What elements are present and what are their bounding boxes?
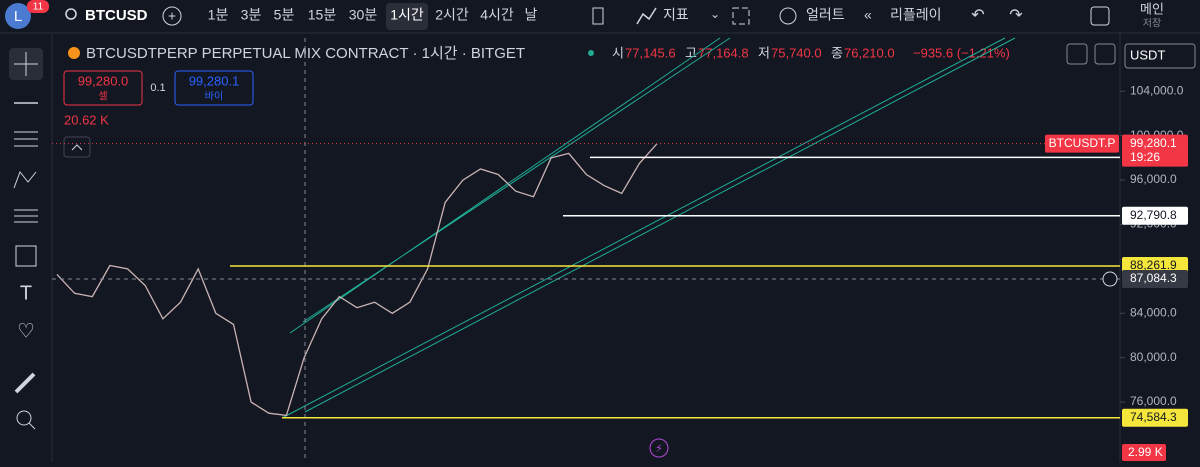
ohlc-value: 76,210.0 [844,45,895,60]
interval[interactable]: 2시간 [435,7,469,23]
level-box [1122,206,1188,225]
buy-button[interactable] [174,70,254,106]
candle-icon[interactable] [592,7,604,25]
event-bolt: ⚡ [655,443,663,455]
dropdown[interactable]: ⌄ [710,7,720,21]
currency[interactable]: USDT [1130,47,1165,62]
countdown: 19:26 [1130,150,1160,164]
interval[interactable]: 1시간 [390,7,424,23]
ohlc-key: 종 [831,45,843,60]
add-alert[interactable] [1102,271,1118,287]
volume-box [1122,444,1166,461]
search-icon[interactable] [65,8,77,20]
avatar[interactable] [5,3,31,29]
level-label: 88,261.9 [1130,258,1177,272]
save[interactable]: 저장 [1143,18,1161,30]
pattern-tool[interactable] [13,171,37,189]
status-dot [588,50,594,56]
ohlc-key: 시 [612,45,624,60]
y-tick-label: 80,000.0 [1130,350,1177,364]
sell-price: 99,280.0 [78,73,129,88]
scroll-down[interactable] [1066,43,1088,65]
level-label: 74,584.3 [1130,410,1177,424]
level-label: 87,084.3 [1130,271,1177,285]
interval[interactable]: 5분 [274,7,295,23]
sell-button[interactable] [63,70,143,106]
y-tick-label: 76,000.0 [1130,394,1177,408]
active-interval [386,3,428,30]
ohlc-key: 고 [685,45,697,60]
y-tick-label: 84,000.0 [1130,305,1177,319]
interval[interactable]: 날 [525,7,538,23]
interval[interactable]: 30분 [349,7,378,23]
channel-line [281,37,1016,419]
alert-icon[interactable] [779,7,797,25]
badge [27,0,49,13]
price-line [56,143,658,417]
zoom-tool[interactable] [16,410,32,426]
buy-price: 99,280.1 [189,73,240,88]
last-symbol: BTCUSDT.P [1049,136,1116,150]
change: −935.6 (−1.21%) [913,45,1010,60]
sync[interactable] [1094,43,1116,65]
replay-icon[interactable]: « [864,7,872,23]
level-box [1122,408,1188,427]
sell-label: 셀 [98,91,107,103]
coin-icon [68,47,80,59]
chart-title: BTCUSDTPERP PERPETUAL MIX CONTRACT · 1시간… [86,45,525,62]
shape-tool[interactable] [15,245,37,267]
zoom-handle [28,422,36,430]
projection-tool[interactable] [14,209,38,223]
ohlc-value: 77,164.8 [698,45,749,60]
indicators[interactable]: 지표 [663,7,689,23]
replay[interactable]: 리플레이 [890,7,942,23]
crosshair-tool [14,52,38,76]
undo[interactable]: ↶ [971,7,984,24]
indicator-icon[interactable] [636,7,657,25]
symbol[interactable]: BTCUSD [85,7,148,24]
ruler-tool[interactable] [14,372,36,394]
layout-name[interactable]: 메인 [1140,1,1164,16]
event-icon[interactable] [649,438,669,458]
interval[interactable]: 15분 [308,7,337,23]
collapse[interactable] [63,136,91,158]
badge-count: 11 [33,2,44,13]
quantity[interactable]: 0.1 [150,82,165,94]
last-price: 99,280.1 [1130,136,1177,150]
ohlc-value: 77,145.6 [625,45,676,60]
favorite-tool[interactable]: ♡ [17,320,35,342]
fib-tool[interactable] [14,131,38,147]
top-toolbar [0,0,1200,33]
interval[interactable]: 1분 [208,7,229,23]
add-icon: + [168,8,176,24]
volume-value: 20.62 K [64,112,109,127]
y-tick-label: 104,000.0 [1130,83,1184,97]
level-label: 92,790.8 [1130,208,1177,222]
symbol-box [1045,134,1119,153]
ohlc-value: 75,740.0 [771,45,822,60]
redo[interactable]: ↷ [1009,7,1023,24]
currency-box[interactable] [1124,43,1196,69]
add-symbol[interactable] [162,6,182,26]
volume-label: 2.99 K [1128,445,1163,459]
last-box [1122,134,1188,167]
level-box [1122,270,1188,289]
interval[interactable]: 4시간 [480,7,514,23]
collapse-icon [71,144,83,151]
layout-icon[interactable] [732,7,750,25]
interval[interactable]: 3분 [241,7,262,23]
buy-label: 바이 [205,91,223,103]
fullscreen[interactable] [1090,6,1110,26]
y-tick-label: 96,000.0 [1130,172,1177,186]
ohlc-key: 저 [758,45,770,60]
text-tool[interactable]: T [20,282,32,304]
avatar-letter: L [14,8,22,25]
alert[interactable]: 얼러트 [806,7,845,23]
